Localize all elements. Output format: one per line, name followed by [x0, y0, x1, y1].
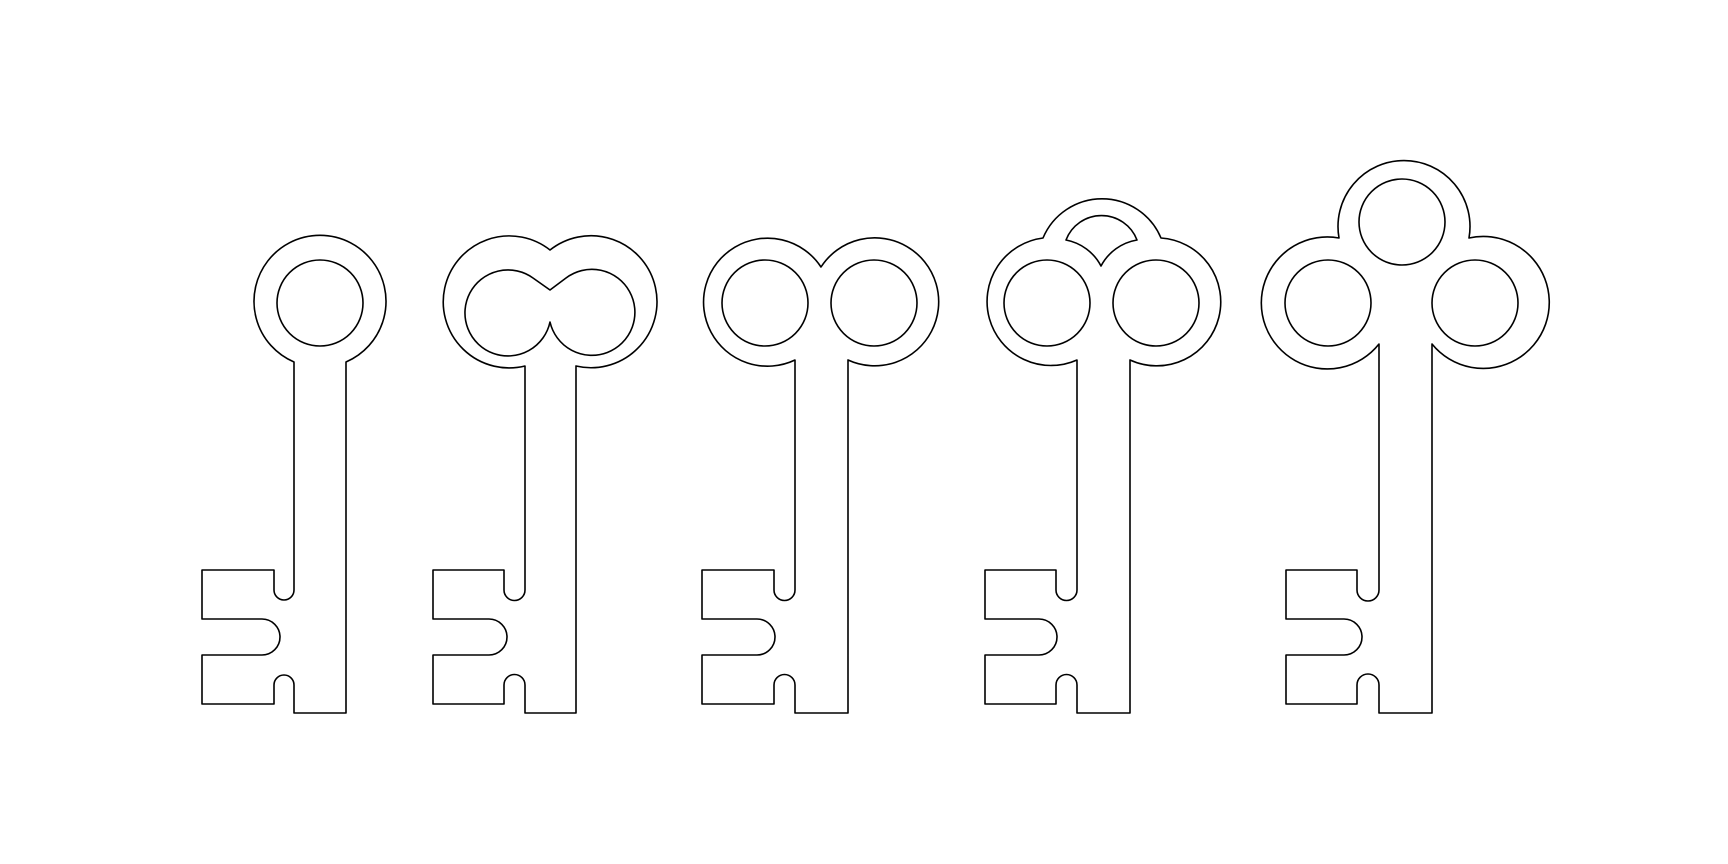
key-double-ring-icon [701, 237, 940, 714]
bow-hole-right [1112, 259, 1200, 347]
key-triple-ring-icon [1260, 159, 1551, 714]
bow-hole [276, 259, 364, 347]
bow-hole-joined [464, 268, 636, 357]
bow-hole-left [721, 259, 809, 347]
bow-hole-top [1358, 178, 1446, 266]
key-double-ring-arch-icon [984, 198, 1222, 714]
bow-hole-arch [1065, 214, 1138, 267]
key-outline [201, 234, 387, 714]
key-outline [984, 198, 1222, 714]
key-outline [701, 237, 940, 714]
key-joined-double-ring-icon [432, 234, 658, 714]
bow-hole-right [1431, 259, 1519, 347]
bow-hole-left [1284, 259, 1372, 347]
key-single-ring-icon [201, 234, 387, 714]
bow-hole-right [830, 259, 918, 347]
bow-hole-left [1003, 259, 1091, 347]
key-outline [1260, 159, 1551, 714]
key-outline [432, 234, 658, 714]
